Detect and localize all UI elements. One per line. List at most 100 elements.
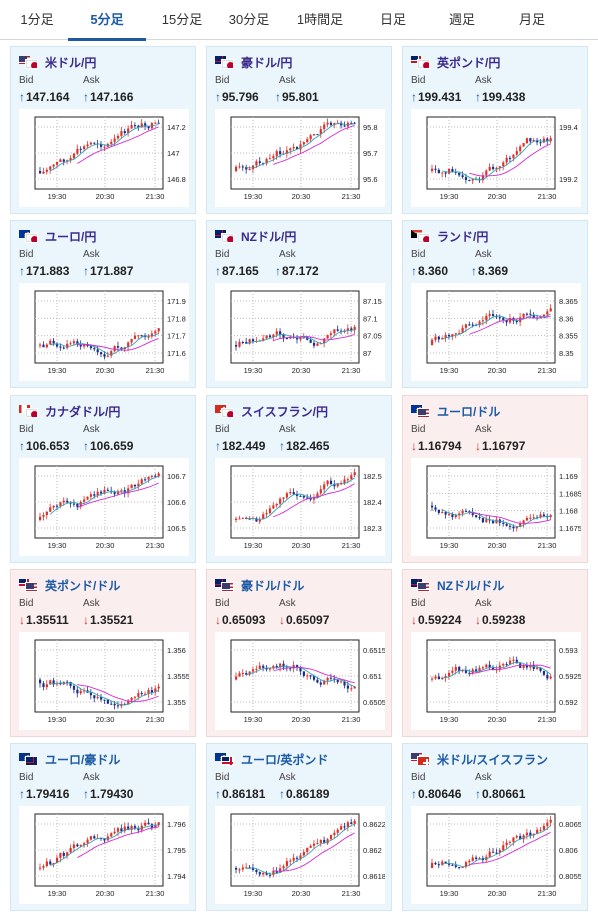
pair-title[interactable]: ユーロ/ドル <box>411 402 500 420</box>
ma-short-line <box>246 477 355 520</box>
ask-value: 1.16797 <box>482 439 526 453</box>
au-us-flag-icon <box>215 579 234 592</box>
y-tick-label: 1.168 <box>559 507 578 516</box>
candlestick-chart[interactable]: 182.5 182.4 182.3 19:30 20:30 21:30 <box>215 458 385 556</box>
rate-card[interactable]: 米ドル/スイスフラン Bid Ask ↑0.80646 ↑0.80661 0.8065 0.… <box>402 743 588 911</box>
arrow-up-icon: ↑ <box>471 264 477 278</box>
rate-card[interactable]: 米ドル/円 Bid Ask ↑147.164 ↑147.166 147.2 147 146.8… <box>10 46 196 214</box>
pair-title[interactable]: スイスフラン/円 <box>215 402 328 420</box>
candlestick-chart[interactable]: 8.365 8.36 8.355 8.35 19:30 20:30 21:30 <box>411 283 581 381</box>
tab-1[interactable]: 5分足 <box>68 0 146 41</box>
candle-body <box>103 838 106 841</box>
x-tick-label: 19:30 <box>440 366 459 375</box>
rate-card[interactable]: 英ポンド/円 Bid Ask ↑199.431 ↑199.438 199.4 199.2 19… <box>402 46 588 214</box>
x-tick-label: 21:30 <box>146 715 165 724</box>
candle-body <box>103 146 106 148</box>
candle-body <box>350 822 353 824</box>
pair-title[interactable]: ランド/円 <box>411 227 488 245</box>
pair-title[interactable]: 米ドル/円 <box>19 53 96 71</box>
rate-card[interactable]: ユーロ/円 Bid Ask ↑171.883 ↑171.887 171.9 171.8 171… <box>10 220 196 388</box>
candlestick-chart[interactable]: 0.593 0.5925 0.592 19:30 20:30 21:30 <box>411 632 581 730</box>
tab-5[interactable]: 日足 <box>379 12 406 27</box>
candle-body <box>525 665 529 668</box>
chart-svg: 106.7 106.6 106.5 19:30 20:30 21:30 <box>34 465 186 550</box>
rate-card[interactable]: ランド/円 Bid Ask ↑8.360 ↑8.369 8.365 8.36 8.355 8.3… <box>402 220 588 388</box>
candle-body <box>59 346 62 348</box>
ca-jp-flag-icon <box>19 405 38 418</box>
ma-long-line <box>273 666 355 684</box>
candlestick-chart[interactable]: 0.8622 0.862 0.8618 19:30 20:30 21:30 <box>215 806 385 904</box>
candle-body <box>431 339 434 345</box>
candle-body <box>137 693 140 697</box>
candle-body <box>336 679 339 683</box>
candle-body <box>512 659 515 661</box>
candle-body <box>39 344 42 346</box>
tab-4[interactable]: 1時間足 <box>296 12 344 27</box>
pair-title[interactable]: カナダドル/円 <box>19 402 120 420</box>
bid-label: Bid <box>215 424 230 435</box>
rate-card[interactable]: カナダドル/円 Bid Ask ↑106.653 ↑106.659 106.7 106.6 1… <box>10 395 196 563</box>
rate-card[interactable]: NZドル/ドル Bid Ask ↓0.59224 ↓0.59238 0.593 0.5925… <box>402 569 588 737</box>
candlestick-chart[interactable]: 87.15 87.1 87.05 87 19:30 20:30 21:30 <box>215 283 385 381</box>
y-tick-label: 0.5925 <box>559 672 581 681</box>
pair-title[interactable]: 米ドル/スイスフラン <box>411 750 548 768</box>
candle-body <box>468 672 471 674</box>
candlestick-chart[interactable]: 147.2 147 146.8 19:30 20:30 21:30 <box>19 109 189 207</box>
bid-price: ↑199.431 <box>411 90 461 104</box>
candlestick-chart[interactable]: 1.356 1.3555 1.355 19:30 20:30 21:30 <box>19 632 189 730</box>
bid-price: ↑0.80646 <box>411 787 461 801</box>
pair-title[interactable]: 英ポンド/円 <box>411 53 500 71</box>
tab-7[interactable]: 月足 <box>518 12 545 27</box>
pair-title[interactable]: NZドル/円 <box>215 227 296 245</box>
tab-0[interactable]: 1分足 <box>20 12 54 27</box>
candlestick-chart[interactable]: 0.6515 0.651 0.6505 19:30 20:30 21:30 <box>215 632 385 730</box>
candle-body <box>444 172 447 174</box>
candle-body <box>157 328 160 332</box>
rate-card[interactable]: ユーロ/豪ドル Bid Ask ↑1.79416 ↑1.79430 1.796 1.795 1… <box>10 743 196 911</box>
candle-body <box>481 667 485 669</box>
candle-body <box>137 828 140 831</box>
candle-body <box>89 692 93 696</box>
pair-title[interactable]: ユーロ/豪ドル <box>19 750 120 768</box>
pair-title[interactable]: 豪ドル/円 <box>215 53 292 71</box>
pair-name: 米ドル/スイスフラン <box>437 752 548 767</box>
pair-title[interactable]: 英ポンド/ドル <box>19 576 120 594</box>
candlestick-chart[interactable]: 0.8065 0.806 0.8055 19:30 20:30 21:30 <box>411 806 581 904</box>
candlestick-chart[interactable]: 199.4 199.2 19:30 20:30 21:30 <box>411 109 581 207</box>
candlestick-chart[interactable]: 1.796 1.795 1.794 19:30 20:30 21:30 <box>19 806 189 904</box>
pair-title[interactable]: NZドル/ドル <box>411 576 504 594</box>
pair-title[interactable]: ユーロ/円 <box>19 227 96 245</box>
candlestick-chart[interactable]: 106.7 106.6 106.5 19:30 20:30 21:30 <box>19 458 189 556</box>
candle-body <box>123 131 126 134</box>
candle-body <box>42 171 45 174</box>
rate-card[interactable]: NZドル/円 Bid Ask ↑87.165 ↑87.172 87.15 87.1 87.05… <box>206 220 392 388</box>
tab-3[interactable]: 30分足 <box>228 12 270 27</box>
rate-card[interactable]: 英ポンド/ドル Bid Ask ↓1.35511 ↓1.35521 1.356 1.3555… <box>10 569 196 737</box>
candle-body <box>275 870 278 873</box>
rate-card[interactable]: 豪ドル/ドル Bid Ask ↓0.65093 ↓0.65097 0.6515 0.651 0… <box>206 569 392 737</box>
candlestick-chart[interactable]: 1.169 1.1685 1.168 1.1675 19:30 20:30 21:30 <box>411 458 581 556</box>
pair-title[interactable]: 豪ドル/ドル <box>215 576 304 594</box>
candle-body <box>49 340 52 345</box>
tab-2[interactable]: 15分足 <box>161 12 203 27</box>
candle-body <box>536 140 539 143</box>
candle-body <box>299 667 302 672</box>
bid-label: Bid <box>19 424 34 435</box>
rate-card[interactable]: スイスフラン/円 Bid Ask ↑182.449 ↑182.465 182.5 182.4… <box>206 395 392 563</box>
candle-body <box>272 870 275 875</box>
y-tick-label: 1.169 <box>559 472 578 481</box>
bid-value: 182.449 <box>222 439 266 453</box>
tab-6[interactable]: 週足 <box>448 12 475 27</box>
rate-card[interactable]: ユーロ/ドル Bid Ask ↓1.16794 ↓1.16797 1.169 1.1685 1… <box>402 395 588 563</box>
candlestick-chart[interactable]: 95.8 95.7 95.6 19:30 20:30 21:30 <box>215 109 385 207</box>
candlestick-chart[interactable]: 171.9 171.8 171.7 171.6 19:30 20:30 21:30 <box>19 283 189 381</box>
arrow-up-icon: ↑ <box>215 90 221 104</box>
candle-body <box>539 667 542 672</box>
rate-card[interactable]: ユーロ/英ポンド Bid Ask ↑0.86181 ↑0.86189 0.8622 0.86… <box>206 743 392 911</box>
arrow-up-icon: ↑ <box>411 264 417 278</box>
bid-value: 0.86181 <box>222 787 266 801</box>
pair-title[interactable]: ユーロ/英ポンド <box>215 750 328 768</box>
candle-body <box>133 484 137 487</box>
us-jp-flag-icon <box>19 56 38 69</box>
rate-card[interactable]: 豪ドル/円 Bid Ask ↑95.796 ↑95.801 95.8 95.7 95.6 19:… <box>206 46 392 214</box>
